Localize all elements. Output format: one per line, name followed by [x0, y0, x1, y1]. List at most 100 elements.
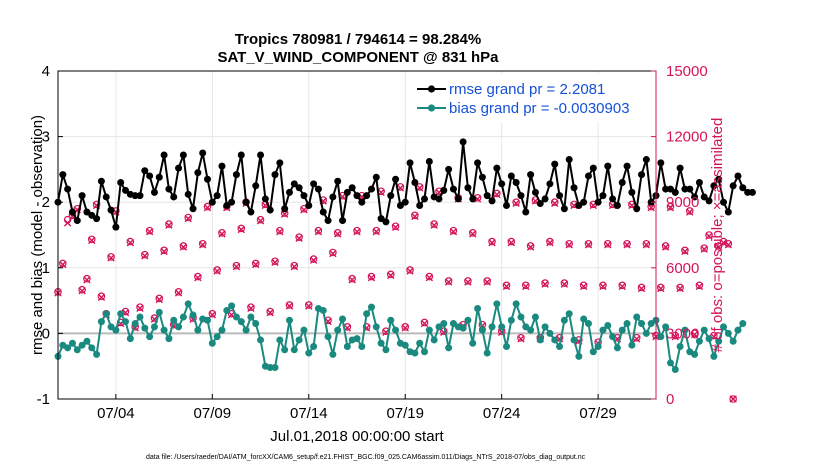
obs-assimilated-point: [695, 282, 704, 291]
bias-point: [353, 335, 361, 343]
bias-point: [382, 346, 390, 354]
bias-point: [531, 313, 539, 321]
bias-point: [565, 310, 573, 318]
obs-assimilated-point: [126, 238, 135, 247]
bias-point: [478, 326, 486, 334]
obs-assimilated-point: [666, 203, 675, 212]
bias-point: [165, 335, 173, 343]
bias-point: [498, 323, 506, 331]
legend-bias-marker: [427, 104, 436, 112]
obs-assimilated-point: [174, 289, 183, 297]
bias-point: [223, 306, 231, 314]
bias-point: [493, 300, 501, 308]
obs-possible-point: [623, 239, 631, 248]
obs-assimilated-point: [372, 228, 380, 236]
rmse-point: [363, 192, 371, 200]
obs-possible-point: [695, 281, 704, 290]
rmse-point: [695, 179, 703, 187]
rmse-point: [628, 188, 636, 196]
rmse-point: [512, 179, 520, 187]
bias-point: [618, 326, 626, 334]
y-tick-label-right: 9000: [666, 194, 699, 211]
obs-possible-point: [165, 220, 173, 228]
obs-possible-point: [78, 285, 86, 294]
bias-point: [122, 318, 130, 326]
rmse-point: [237, 151, 245, 159]
bias-point: [141, 324, 149, 332]
obs-assimilated-point: [160, 247, 168, 256]
obs-possible-point: [507, 237, 516, 246]
bias-point: [237, 318, 245, 326]
obs-assimilated-point: [618, 282, 626, 291]
obs-possible-point: [309, 255, 318, 263]
rmse-point: [638, 171, 646, 179]
obs-assimilated-point: [290, 263, 299, 271]
bias-point: [657, 333, 665, 341]
rmse-point: [348, 184, 356, 192]
obs-possible-point: [618, 281, 627, 290]
obs-possible-point: [218, 229, 226, 237]
bias-point: [720, 323, 728, 331]
rmse-point: [155, 173, 163, 181]
obs-assimilated-point: [213, 267, 221, 275]
bias-point: [310, 343, 318, 351]
bias-point: [83, 337, 91, 345]
rmse-point: [305, 201, 313, 209]
rmse-point: [700, 193, 708, 201]
rmse-point: [64, 185, 72, 193]
legend-bias-label: bias grand pr = -0.0030903: [449, 100, 630, 117]
rmse-point: [261, 195, 269, 203]
rmse-point: [556, 192, 564, 200]
obs-assimilated-point: [155, 295, 163, 304]
rmse-point: [421, 195, 429, 203]
obs-possible-point: [406, 266, 414, 274]
bias-point: [117, 310, 125, 318]
obs-possible-point: [160, 246, 168, 255]
rmse-point: [469, 195, 477, 203]
obs-assimilated-point: [401, 324, 409, 332]
bias-point: [628, 341, 636, 349]
obs-assimilated-point: [145, 228, 154, 236]
rmse-point: [300, 192, 308, 200]
chart-title-line2: SAT_V_WIND_COMPONENT @ 831 hPa: [217, 49, 499, 66]
rmse-point: [136, 192, 144, 200]
rmse-point: [536, 200, 544, 208]
bias-point: [387, 316, 395, 324]
rmse-point: [179, 151, 187, 159]
bias-point: [242, 326, 250, 334]
bias-point: [179, 313, 187, 321]
obs-assimilated-point: [444, 278, 453, 286]
rmse-point: [498, 180, 506, 188]
rmse-point: [204, 175, 211, 183]
y-tick-label-left: 2: [42, 194, 50, 211]
obs-assimilated-point: [647, 203, 655, 212]
obs-assimilated-point: [63, 219, 72, 227]
obs-assimilated-point: [276, 228, 284, 236]
rmse-point: [425, 158, 433, 166]
obs-possible-point: [276, 226, 284, 235]
obs-assimilated-point: [391, 223, 400, 232]
legend-rmse-label: rmse grand pr = 2.2081: [449, 81, 605, 98]
obs-assimilated-point: [686, 208, 694, 216]
obs-possible-point: [136, 303, 144, 311]
rmse-point: [97, 177, 105, 185]
obs-assimilated-point: [469, 230, 477, 238]
bias-point: [609, 333, 617, 341]
bias-point: [175, 323, 183, 331]
rmse-point: [411, 179, 419, 187]
obs-possible-point: [560, 279, 569, 287]
bias-point: [112, 326, 120, 334]
obs-possible-point: [550, 198, 559, 207]
bias-point: [604, 322, 612, 330]
rmse-point: [589, 164, 597, 172]
obs-possible-point: [295, 233, 303, 241]
bias-point: [189, 311, 197, 319]
obs-assimilated-point: [604, 241, 612, 249]
obs-assimilated-point: [334, 230, 342, 238]
bias-point: [681, 326, 689, 334]
rmse-point: [358, 198, 366, 206]
obs-possible-point: [401, 323, 410, 331]
bias-point: [724, 329, 732, 337]
obs-possible-point: [661, 242, 670, 250]
rmse-point: [454, 195, 462, 203]
